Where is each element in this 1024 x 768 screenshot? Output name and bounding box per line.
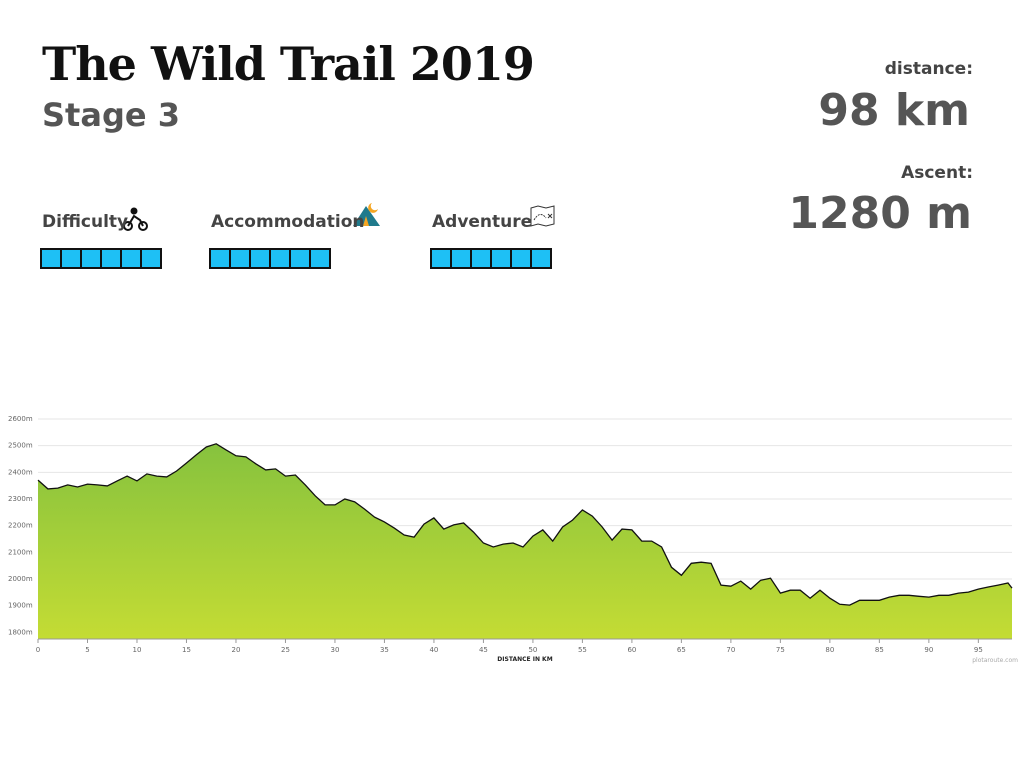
rating-label: Adventure — [432, 212, 532, 232]
stat-value: 1280 m — [788, 188, 972, 239]
y-tick-label: 2200m — [8, 522, 33, 530]
rating-box — [140, 248, 162, 269]
rating-box — [530, 248, 552, 269]
rating-box — [60, 248, 82, 269]
bike-icon — [123, 207, 148, 231]
rating-box — [209, 248, 231, 269]
rating-box — [229, 248, 251, 269]
x-tick-label: 70 — [726, 646, 735, 654]
y-tick-label: 2300m — [8, 495, 33, 503]
x-tick-label: 50 — [528, 646, 537, 654]
stat-label: Ascent: — [901, 163, 973, 183]
title: The Wild Trail 2019 — [42, 37, 534, 91]
map-icon — [530, 205, 555, 227]
y-tick-label: 1800m — [8, 628, 33, 636]
tent-icon — [353, 203, 380, 226]
y-tick-label: 2500m — [8, 442, 33, 450]
credit: plotaroute.com — [972, 657, 1018, 664]
x-tick-label: 80 — [825, 646, 834, 654]
y-tick-label: 2400m — [8, 468, 33, 476]
y-tick-label: 2100m — [8, 548, 33, 556]
x-tick-label: 60 — [627, 646, 636, 654]
x-tick-label: 5 — [85, 646, 89, 654]
rating-box — [289, 248, 311, 269]
rating-box — [490, 248, 512, 269]
x-tick-label: 55 — [578, 646, 587, 654]
elevation-area — [38, 443, 1012, 639]
x-tick-label: 85 — [875, 646, 884, 654]
rating-box — [510, 248, 532, 269]
rating-label: Difficulty — [42, 212, 128, 232]
rating-box — [269, 248, 291, 269]
x-tick-label: 25 — [281, 646, 290, 654]
x-tick-label: 10 — [133, 646, 142, 654]
rating-box — [80, 248, 102, 269]
x-tick-label: 20 — [232, 646, 241, 654]
rating-box — [249, 248, 271, 269]
y-tick-label: 2000m — [8, 575, 33, 583]
x-tick-label: 65 — [677, 646, 686, 654]
elevation-line — [37, 443, 1013, 606]
rating-box — [430, 248, 452, 269]
y-tick-label: 1900m — [8, 602, 33, 610]
x-tick-label: 30 — [330, 646, 339, 654]
x-axis-title: DISTANCE IN KM — [497, 656, 552, 663]
rating-box — [470, 248, 492, 269]
y-tick-label: 2600m — [8, 415, 33, 423]
subtitle: Stage 3 — [42, 96, 180, 134]
rating-box — [309, 248, 331, 269]
rating-box — [450, 248, 472, 269]
x-tick-label: 45 — [479, 646, 488, 654]
x-tick-label: 75 — [776, 646, 785, 654]
x-tick-label: 0 — [36, 646, 40, 654]
x-tick-label: 95 — [974, 646, 983, 654]
stat-label: distance: — [885, 59, 973, 79]
rating-box — [120, 248, 142, 269]
x-tick-label: 15 — [182, 646, 191, 654]
rating-box — [40, 248, 62, 269]
x-tick-label: 90 — [924, 646, 933, 654]
rating-box — [100, 248, 122, 269]
x-tick-label: 40 — [429, 646, 438, 654]
stat-value: 98 km — [818, 85, 970, 136]
rating-label: Accommodation — [211, 212, 364, 232]
x-tick-label: 35 — [380, 646, 389, 654]
